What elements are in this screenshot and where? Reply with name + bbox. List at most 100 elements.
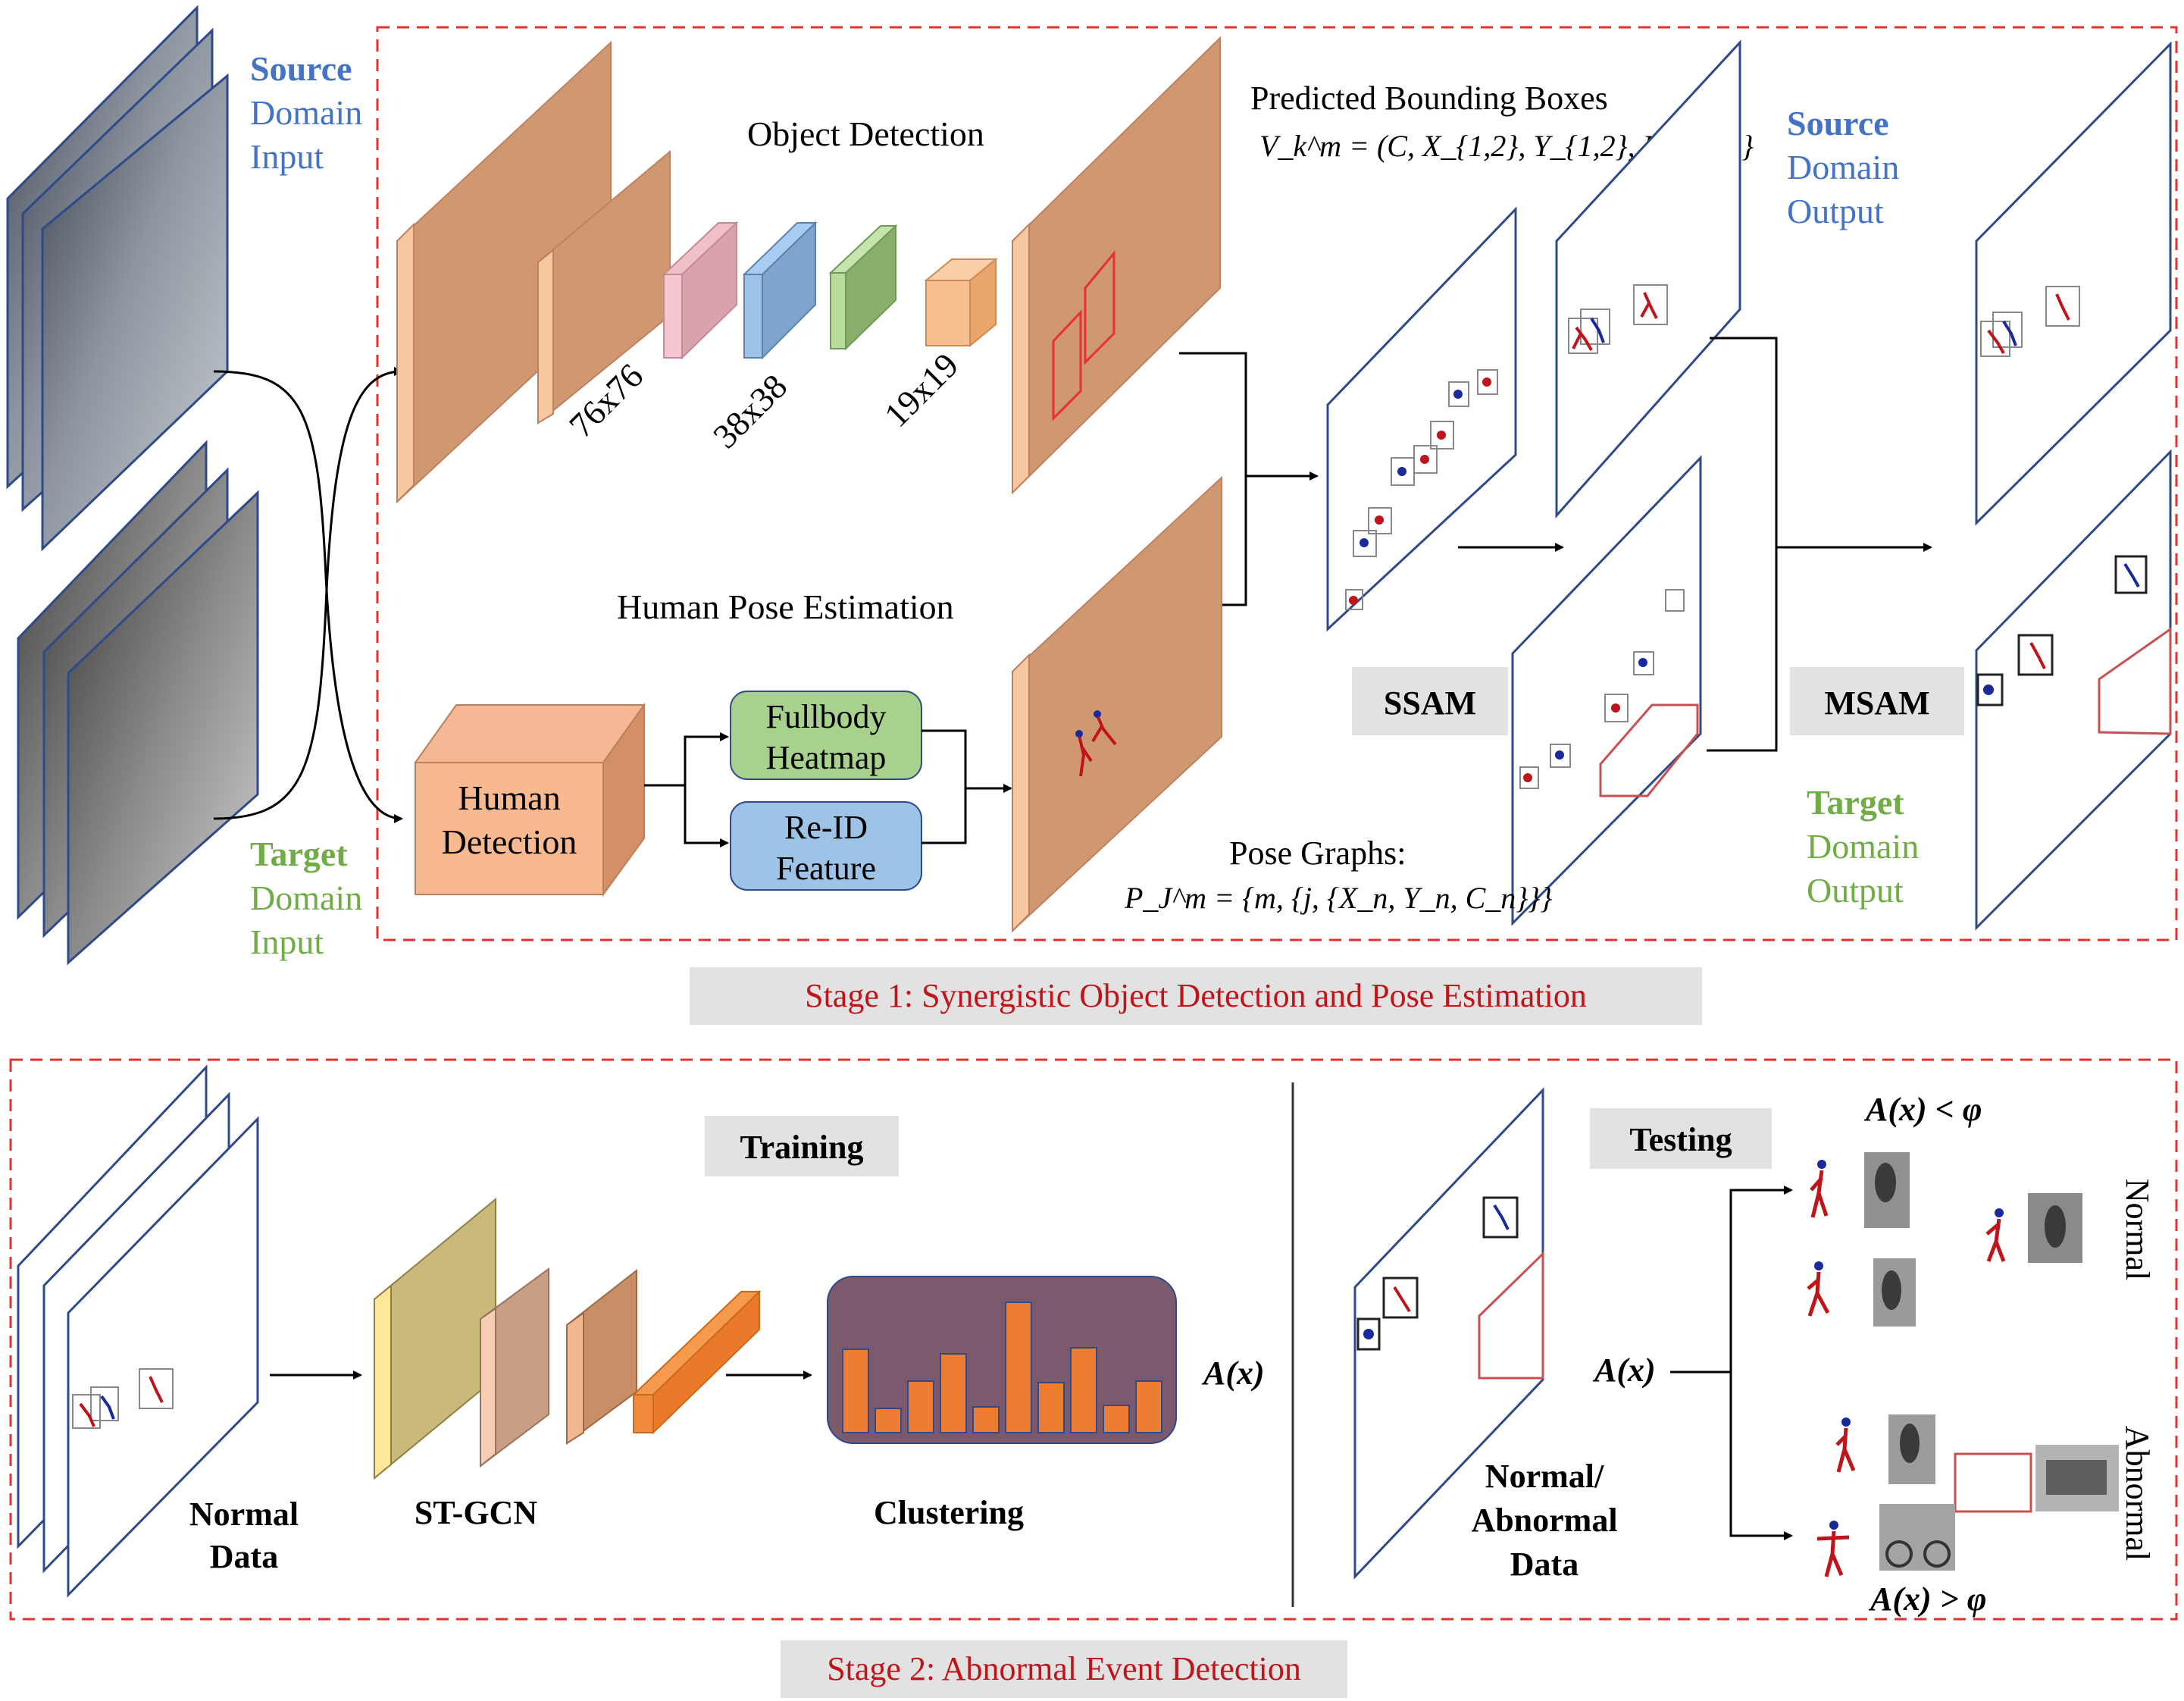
- pred-boxes-title: Predicted Bounding Boxes: [1250, 80, 1608, 117]
- svg-text:Heatmap: Heatmap: [766, 739, 887, 776]
- histogram-bar: [842, 1349, 869, 1433]
- source-output-label: Source Domain Output: [1787, 104, 1899, 230]
- feature-merge-arrows: [921, 729, 1012, 844]
- svg-text:Output: Output: [1787, 192, 1884, 230]
- human-detection-box: Human Detection: [414, 702, 646, 897]
- svg-text:Detection: Detection: [442, 822, 577, 861]
- histogram-bar: [1070, 1347, 1097, 1433]
- histogram-bar: [1103, 1405, 1130, 1433]
- stage2-caption: Stage 2: Abnormal Event Detection: [781, 1640, 1347, 1698]
- pose-graphs-formula: P_J^m = {m, {j, {X_n, Y_n, C_n}}}: [1124, 881, 1552, 915]
- svg-text:Normal: Normal: [189, 1496, 299, 1533]
- clustering-histogram: [827, 1276, 1177, 1444]
- anomaly-score-train: A(x): [1201, 1355, 1265, 1392]
- stage2-dashed-border: [9, 1058, 2178, 1621]
- stage1-dashed-border: [376, 26, 2178, 941]
- histogram-bar: [1135, 1380, 1162, 1433]
- detected-box-1: [1052, 309, 1082, 421]
- svg-text:Normal/: Normal/: [1485, 1458, 1604, 1495]
- cnn-layer-green: [828, 224, 898, 351]
- reid-feature-box: Re-ID Feature: [730, 801, 922, 891]
- svg-text:Human: Human: [458, 778, 560, 817]
- svg-text:Stage 1: Synergistic Object De: Stage 1: Synergistic Object Detection an…: [805, 977, 1587, 1014]
- msam-connector: [1707, 337, 1932, 752]
- resolution-38: 38x38: [706, 367, 794, 456]
- cnn-layer-blue: [742, 221, 818, 360]
- svg-text:Domain: Domain: [250, 93, 362, 132]
- svg-text:MSAM: MSAM: [1824, 684, 1929, 722]
- training-label: Training: [705, 1116, 899, 1176]
- pose-graphs-title: Pose Graphs:: [1229, 835, 1406, 872]
- svg-text:Output: Output: [1807, 871, 1904, 910]
- target-output-label: Target Domain Output: [1807, 783, 1919, 910]
- testing-label: Testing: [1590, 1108, 1772, 1169]
- histogram-bar: [1037, 1382, 1065, 1433]
- ssam-frame-top: [1555, 39, 1741, 518]
- test-data-plane: [1353, 1087, 1544, 1580]
- svg-text:Domain: Domain: [1807, 827, 1919, 866]
- normal-side-label: Normal: [2119, 1179, 2156, 1280]
- human-det-arrows: [644, 732, 729, 847]
- svg-text:Data: Data: [1510, 1546, 1579, 1583]
- stgcn-label: ST-GCN: [415, 1494, 537, 1531]
- svg-text:Domain: Domain: [250, 879, 362, 917]
- input-arrows: [213, 367, 403, 823]
- svg-text:Input: Input: [250, 137, 324, 176]
- abnormal-examples: [1816, 1414, 2119, 1577]
- histogram-bar: [907, 1380, 934, 1433]
- msam-label: MSAM: [1790, 667, 1964, 735]
- anomaly-score-test: A(x): [1592, 1352, 1656, 1389]
- abnormal-side-label: Abnormal: [2119, 1426, 2156, 1561]
- svg-text:Source: Source: [250, 49, 352, 88]
- svg-text:Fullbody: Fullbody: [766, 698, 887, 735]
- histogram-bar: [1005, 1302, 1032, 1433]
- stage1-caption: Stage 1: Synergistic Object Detection an…: [690, 967, 1702, 1025]
- detection-output-plane: [1012, 36, 1221, 495]
- stgcn-block-brown: [566, 1268, 637, 1445]
- svg-text:Target: Target: [1807, 783, 1904, 822]
- threshold-greater: A(x) > φ: [1868, 1580, 1986, 1618]
- fullbody-heatmap-box: Fullbody Heatmap: [730, 691, 922, 780]
- clustering-label: Clustering: [874, 1494, 1024, 1531]
- histogram-bar: [940, 1353, 967, 1433]
- svg-text:SSAM: SSAM: [1384, 684, 1476, 722]
- source-input-frames: [6, 5, 229, 552]
- threshold-branch-arrows: [1670, 1186, 1793, 1540]
- object-detection-title: Object Detection: [747, 114, 984, 153]
- detected-box-2: [1084, 249, 1115, 365]
- normal-abnormal-data-label: Normal/ Abnormal Data: [1471, 1458, 1617, 1583]
- svg-text:Re-ID: Re-ID: [784, 809, 868, 846]
- cnn-layer-orange: [924, 257, 998, 348]
- svg-text:Feature: Feature: [776, 850, 876, 887]
- svg-text:Testing: Testing: [1629, 1121, 1732, 1158]
- normal-examples: [1807, 1152, 2082, 1327]
- histogram-bar: [972, 1406, 1000, 1433]
- normal-data-label: Normal Data: [189, 1496, 299, 1575]
- cnn-layer-2: [537, 149, 671, 425]
- threshold-less: A(x) < φ: [1863, 1091, 1982, 1128]
- svg-text:Input: Input: [250, 923, 324, 961]
- stgcn-block-tan: [480, 1267, 549, 1468]
- to-ssam-connector: [1179, 352, 1319, 606]
- target-input-label: Target Domain Input: [250, 835, 362, 961]
- pose-output-plane: [1012, 475, 1222, 933]
- histogram-bar: [875, 1408, 902, 1433]
- cnn-layer-1: [396, 40, 612, 504]
- svg-text:Training: Training: [740, 1129, 863, 1166]
- cnn-layer-pink: [662, 221, 739, 360]
- svg-text:Abnormal: Abnormal: [1471, 1502, 1617, 1539]
- human-pose-title: Human Pose Estimation: [617, 587, 954, 626]
- ssam-label: SSAM: [1352, 667, 1508, 735]
- stgcn-block-orange-bar: [631, 1289, 762, 1435]
- stgcn-block-yellow: [374, 1197, 496, 1480]
- svg-text:Source: Source: [1787, 104, 1889, 143]
- resolution-19: 19x19: [877, 346, 965, 434]
- target-input-frames: [17, 440, 259, 966]
- normal-data-frames: [17, 1064, 259, 1598]
- target-output-plane: [1975, 449, 2172, 931]
- source-input-label: Source Domain Input: [250, 49, 362, 176]
- ssam-frame-bottom: [1511, 455, 1702, 926]
- svg-text:Stage 2: Abnormal Event Detect: Stage 2: Abnormal Event Detection: [827, 1650, 1301, 1687]
- svg-text:Domain: Domain: [1787, 148, 1899, 186]
